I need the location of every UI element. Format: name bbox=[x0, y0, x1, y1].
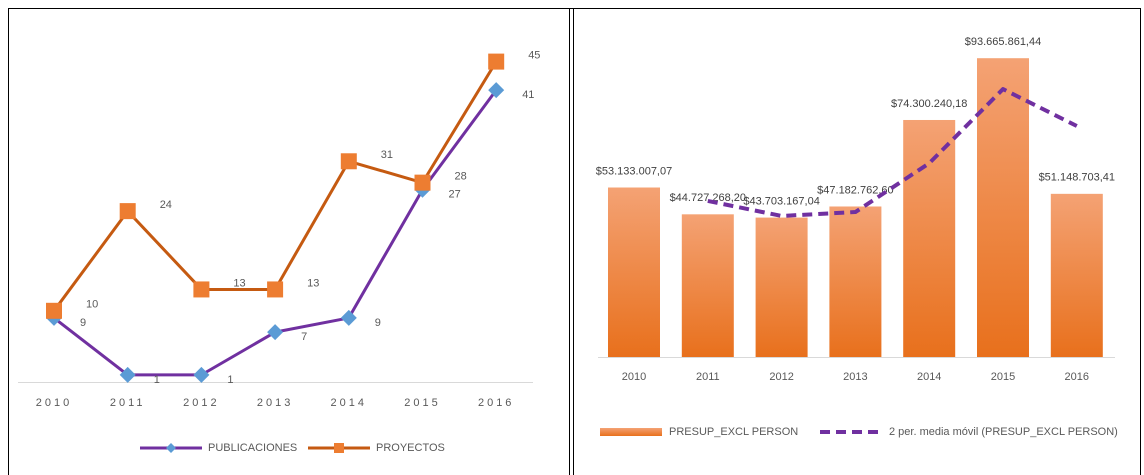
frame bbox=[8, 8, 1141, 475]
bar bbox=[1050, 193, 1103, 357]
data-label: 27 bbox=[449, 189, 461, 201]
x-tick-label: 2014 bbox=[331, 397, 367, 409]
marker bbox=[340, 309, 357, 326]
x-tick-label: 2014 bbox=[917, 371, 941, 383]
bar bbox=[903, 119, 956, 357]
x-tick-label: 2015 bbox=[404, 397, 440, 409]
data-label: $74.300.240,18 bbox=[891, 98, 967, 110]
legend-label: 2 per. media móvil (PRESUP_EXCL PERSON) bbox=[889, 426, 1118, 438]
x-tick-label: 2010 bbox=[36, 397, 72, 409]
data-label: 13 bbox=[307, 277, 319, 289]
bar bbox=[608, 187, 660, 357]
data-label: $47.182.762,60 bbox=[817, 184, 893, 196]
data-label: 24 bbox=[160, 199, 172, 211]
legend-marker bbox=[166, 443, 176, 453]
data-label: $53.133.007,07 bbox=[596, 165, 672, 177]
data-label: 1 bbox=[154, 374, 160, 386]
marker bbox=[414, 174, 431, 191]
data-label: $93.665.861,44 bbox=[965, 36, 1041, 48]
bar bbox=[681, 214, 734, 357]
legend-marker bbox=[334, 443, 344, 453]
data-label: 13 bbox=[233, 277, 245, 289]
data-label: 1 bbox=[227, 374, 233, 386]
marker bbox=[267, 324, 284, 341]
marker bbox=[340, 153, 357, 170]
data-label: 41 bbox=[522, 89, 534, 101]
data-label: 7 bbox=[301, 331, 307, 343]
legend-label: PUBLICACIONES bbox=[208, 442, 297, 454]
series-line bbox=[707, 87, 1078, 218]
marker bbox=[488, 53, 505, 70]
data-label: 10 bbox=[86, 299, 98, 311]
data-label: 28 bbox=[455, 171, 467, 183]
bar bbox=[829, 206, 882, 357]
marker bbox=[119, 366, 136, 383]
marker bbox=[46, 302, 62, 319]
marker bbox=[193, 366, 210, 383]
data-label: $44.727.268,20 bbox=[670, 192, 746, 204]
data-label: 9 bbox=[375, 317, 381, 329]
x-tick-label: 2013 bbox=[257, 397, 293, 409]
x-tick-label: 2013 bbox=[843, 371, 867, 383]
x-tick-label: 2016 bbox=[478, 397, 514, 409]
x-tick-label: 2015 bbox=[991, 371, 1015, 383]
data-label: 31 bbox=[381, 149, 393, 161]
x-tick-label: 2016 bbox=[1065, 371, 1089, 383]
bar bbox=[977, 58, 1029, 357]
marker bbox=[488, 82, 505, 99]
marker bbox=[193, 281, 210, 298]
data-label: 45 bbox=[528, 50, 540, 62]
data-label: $51.148.703,41 bbox=[1039, 172, 1115, 184]
x-tick-label: 2012 bbox=[183, 397, 219, 409]
legend-label: PROYECTOS bbox=[376, 442, 445, 454]
marker bbox=[119, 203, 136, 220]
legend-swatch bbox=[600, 428, 662, 436]
data-label: $43.703.167,04 bbox=[743, 195, 819, 207]
bar bbox=[755, 217, 808, 357]
data-label: 9 bbox=[80, 317, 86, 329]
x-tick-label: 2011 bbox=[696, 371, 720, 383]
x-tick-label: 2010 bbox=[622, 371, 646, 383]
marker bbox=[267, 281, 284, 298]
x-tick-label: 2012 bbox=[769, 371, 793, 383]
x-tick-label: 2011 bbox=[110, 397, 146, 409]
legend-label: PRESUP_EXCL PERSON bbox=[669, 426, 798, 438]
